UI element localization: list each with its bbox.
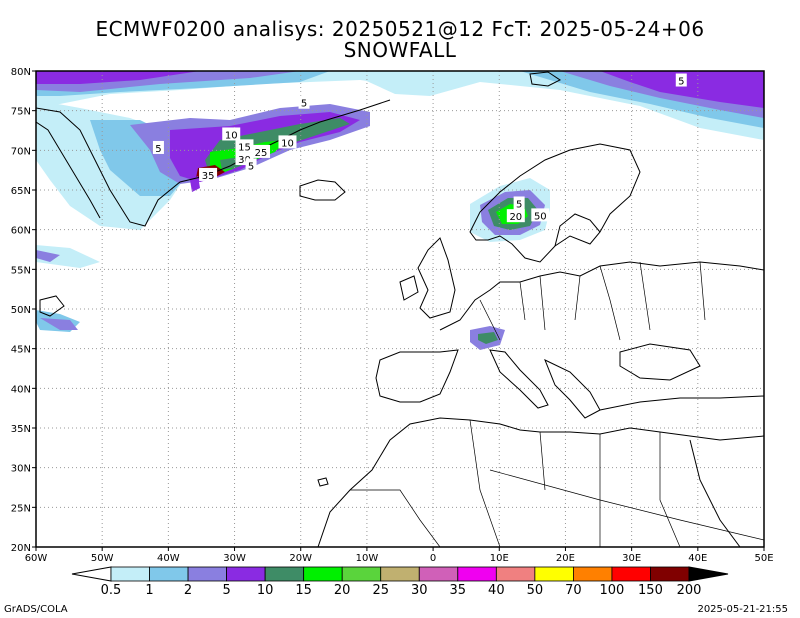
colorbar-label: 150 [638,583,663,598]
colorbar-segment [264,566,305,582]
lat-tick-label: 30N [11,464,31,475]
colorbar-label: 1 [145,583,154,598]
lat-tick-label: 50N [11,305,31,316]
contour-label-bg [245,158,257,172]
contour-label: 30 [238,155,251,166]
colorbar-segment [110,566,150,582]
contour-label: 35 [202,171,215,182]
lon-tick-label: 50W [91,553,114,564]
colorbar-label: 100 [599,583,625,598]
contour-label-bg [199,167,218,181]
colorbar-segment [495,566,536,582]
contour-label-bg [235,139,254,153]
colorbar-label: 70 [565,583,582,598]
contour-label: 5 [678,77,684,88]
colorbar-label: 30 [410,583,428,598]
colorbar-segment [149,566,189,582]
colorbar-label: 15 [295,583,312,598]
colorbar-segment [341,566,382,582]
colorbar-label: 40 [488,583,505,598]
colorbar-label: 35 [449,583,467,598]
contour-label-bg [513,196,525,210]
lat-tick-label: 35N [11,424,31,435]
colorbar-label: 0.5 [100,583,122,598]
lon-tick-label: 10W [356,553,379,564]
colorbar-low-arrow [71,566,112,582]
contour-label: 10 [281,138,294,149]
lat-tick-label: 75N [11,107,31,118]
contour-label-bg [531,208,550,222]
colorbar-label: 200 [676,583,702,598]
lat-tick-label: 55N [11,265,31,276]
lat-tick-label: 20N [11,543,31,554]
map-subtitle: SNOWFALL [343,38,457,62]
lat-tick-label: 40N [11,384,31,395]
colorbar-label: 10 [256,583,274,598]
lat-tick-label: 80N [11,67,31,78]
colorbar-high-arrow [688,566,729,582]
lat-tick-label: 45N [11,345,31,356]
colorbar-segment [457,566,497,582]
contour-label-bg [506,209,525,223]
colorbar-segment [534,566,574,582]
lat-tick-label: 70N [11,146,31,157]
contour-label: 5 [155,144,161,155]
borders [350,261,764,547]
contour-label: 50 [534,211,547,222]
contour-label: 5 [516,199,522,210]
colorbar [71,566,729,582]
colorbar-label: 5 [222,583,231,598]
lat-tick-label: 60N [11,226,31,237]
footer-credit: GrADS/COLA [4,604,68,615]
coastlines [36,71,764,547]
lon-tick-label: 50E [754,553,773,564]
latitude-ticks: 80N 75N 70N 65N 60N 55N 50N 45N 40N 35N 30N 25N 20N [11,67,36,554]
lon-tick-label: 40E [688,553,707,564]
contour-label-bg [278,135,297,149]
lon-tick-label: 30W [223,553,246,564]
lat-tick-label: 25N [11,503,31,514]
contour-label: 5 [248,161,254,172]
footer-timestamp: 2025-05-21-21:55 [697,604,788,615]
colorbar-segment [226,566,266,582]
colorbar-label: 2 [183,583,193,598]
contour-label-bg [222,127,241,141]
lon-tick-label: 20W [289,553,312,564]
graticule [36,71,764,547]
contour-label: 25 [255,148,268,159]
lon-tick-label: 0 [430,553,436,564]
colorbar-segment [187,566,227,582]
colorbar-segment [573,566,613,582]
colorbar-label: 25 [372,583,389,598]
lon-tick-label: 20E [556,553,575,564]
longitude-ticks: 60W 50W 40W 30W 20W 10W 0 10E 20E 30E 40E 50E [25,547,774,564]
contour-label-bg [675,73,687,87]
contour-label-bg [152,140,164,154]
colorbar-label: 20 [333,583,351,598]
colorbar-segment [418,566,459,582]
contour-label: 15 [238,142,251,153]
contour-label-bg [298,95,310,109]
contour-label: 5 [301,99,307,110]
contour-label: 10 [225,130,238,141]
lon-tick-label: 40W [157,553,180,564]
map-title: ECMWF0200 analisys: 20250521@12 FcT: 202… [95,17,705,41]
lon-tick-label: 30E [622,553,641,564]
lon-tick-label: 10E [490,553,509,564]
colorbar-segment [650,566,690,582]
lon-tick-label: 60W [25,553,48,564]
contour-label: 20 [509,212,522,223]
contour-label-bg [252,144,271,158]
colorbar-segment [611,566,651,582]
colorbar-label: 50 [526,583,544,598]
lat-tick-label: 65N [11,186,31,197]
colorbar-segment [380,566,420,582]
colorbar-segment [303,566,343,582]
